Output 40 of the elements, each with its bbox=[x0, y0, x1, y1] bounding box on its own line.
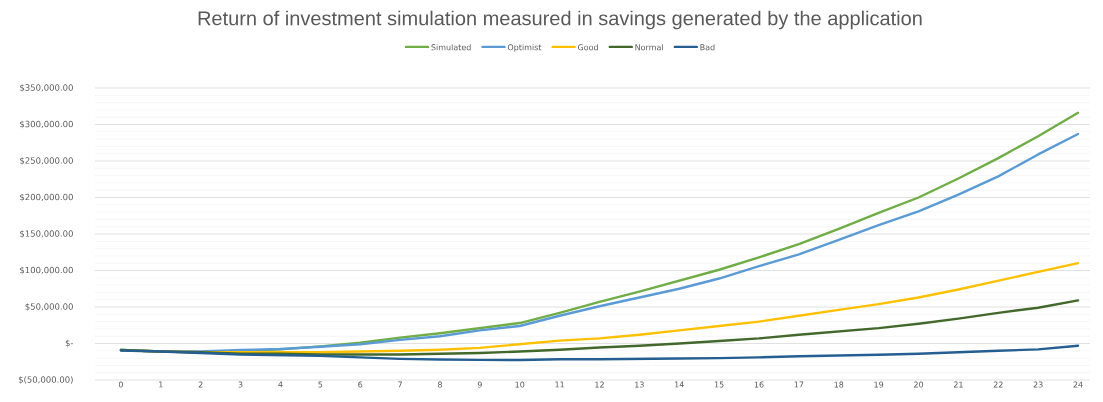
x-tick-label: 5 bbox=[318, 381, 323, 388]
x-tick-label: 8 bbox=[437, 381, 442, 388]
y-tick-label: $- bbox=[65, 339, 74, 348]
legend-label: Normal bbox=[635, 44, 663, 51]
x-tick-label: 4 bbox=[278, 381, 283, 388]
x-tick-label: 6 bbox=[358, 381, 363, 388]
x-tick-label: 16 bbox=[754, 381, 764, 388]
x-tick-label: 11 bbox=[555, 381, 564, 388]
legend-label: Simulated bbox=[431, 44, 471, 51]
x-tick-label: 22 bbox=[993, 381, 1003, 388]
legend-label: Optimist bbox=[507, 44, 542, 52]
y-tick-label: $200,000.00 bbox=[20, 193, 73, 202]
x-tick-label: 9 bbox=[477, 381, 482, 388]
x-tick-label: 7 bbox=[398, 381, 402, 388]
x-tick-label: 15 bbox=[714, 381, 724, 388]
x-tick-label: 12 bbox=[595, 381, 604, 388]
x-tick-label: 21 bbox=[953, 381, 963, 388]
x-tick-label: 1 bbox=[159, 381, 163, 388]
y-tick-label: $300,000.00 bbox=[20, 120, 73, 129]
x-tick-label: 14 bbox=[675, 381, 684, 388]
x-tick-label: 17 bbox=[794, 381, 804, 388]
y-tick-label: $(50,000.00) bbox=[18, 376, 73, 384]
legend-label: Good bbox=[577, 44, 598, 51]
x-tick-label: 23 bbox=[1033, 381, 1043, 388]
y-tick-label: $100,000.00 bbox=[20, 266, 73, 275]
x-tick-label: 19 bbox=[874, 381, 884, 388]
y-tick-label: $350,000.00 bbox=[20, 84, 73, 92]
x-tick-label: 0 bbox=[118, 381, 123, 388]
x-tick-label: 20 bbox=[914, 381, 924, 388]
x-tick-label: 2 bbox=[198, 381, 203, 388]
x-tick-label: 18 bbox=[834, 381, 844, 388]
x-tick-label: 24 bbox=[1073, 381, 1083, 388]
chart-title: Return of investment simulation measured in savings generated by the application bbox=[198, 10, 922, 30]
x-tick-label: 3 bbox=[238, 381, 243, 388]
x-tick-label: 13 bbox=[635, 381, 644, 388]
y-tick-label: $50,000.00 bbox=[25, 303, 73, 311]
y-tick-label: $250,000.00 bbox=[20, 157, 73, 165]
y-tick-label: $150,000.00 bbox=[20, 230, 73, 238]
x-tick-label: 10 bbox=[515, 381, 525, 388]
legend-label: Bad bbox=[700, 44, 715, 51]
